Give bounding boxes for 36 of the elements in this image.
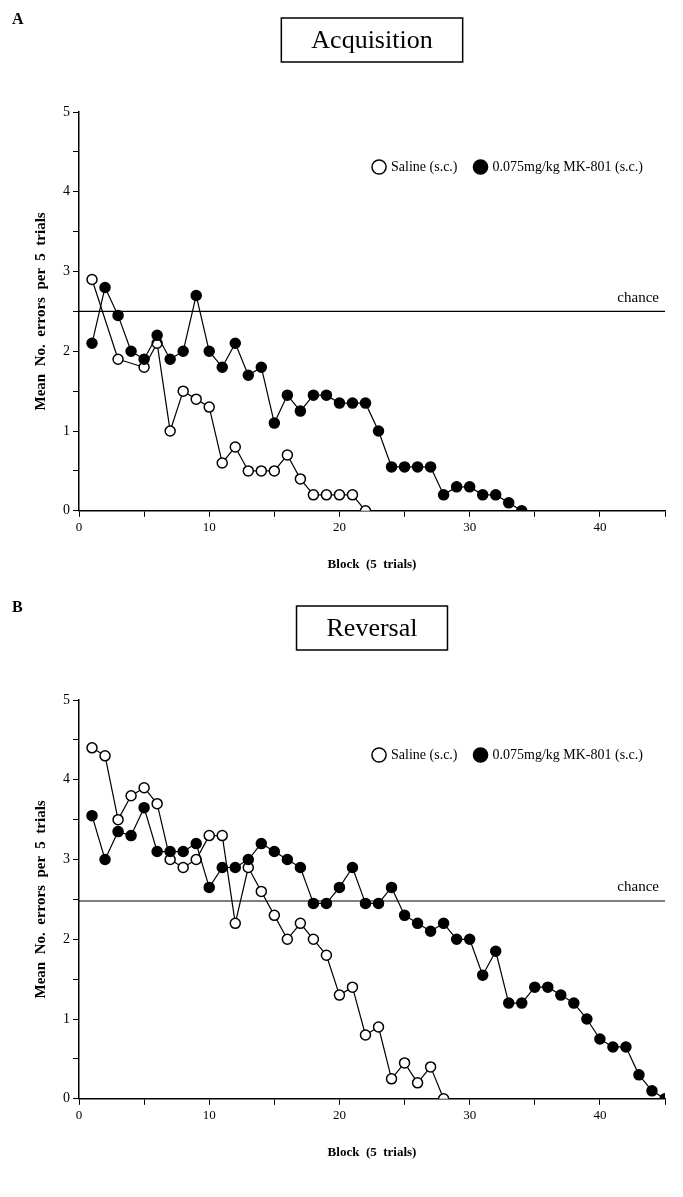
x-tick-label: 0	[75, 1107, 83, 1123]
y-axis-title: Mean No. errors per 5 trials	[31, 800, 48, 999]
x-tick-label: 40	[593, 519, 607, 535]
x-tick-label: 10	[202, 519, 216, 535]
x-tick-label: 30	[463, 519, 477, 535]
y-tick-label: 3	[63, 851, 70, 867]
y-tick-label: 0	[63, 502, 70, 518]
x-tick-label: 20	[332, 1107, 346, 1123]
x-tick-label: 30	[463, 1107, 477, 1123]
y-tick-label: 2	[63, 930, 70, 946]
x-tick-label: 0	[75, 519, 83, 535]
text: A	[12, 10, 24, 28]
x-tick-label: 40	[593, 1107, 607, 1123]
y-tick-label: 1	[63, 422, 70, 438]
text: B	[12, 598, 23, 616]
y-tick-label: 4	[63, 771, 70, 787]
legend-label: Saline (s.c.)	[391, 746, 458, 763]
x-axis-title: Block (5 trials)	[327, 555, 417, 571]
y-tick-label: 0	[63, 1090, 70, 1106]
ref-line-label: chance	[617, 288, 660, 305]
ref-line-label: chance	[617, 878, 660, 895]
y-tick-label: 5	[63, 691, 70, 707]
chart-title: Reversal	[326, 612, 418, 642]
chart-title: Acquisition	[311, 24, 433, 54]
x-tick-label: 10	[202, 1107, 216, 1123]
y-tick-label: 3	[63, 263, 70, 279]
legend-label: 0.075mg/kg MK-801 (s.c.)	[492, 746, 644, 763]
legend-label: Saline (s.c.)	[391, 158, 458, 175]
y-tick-label: 5	[63, 103, 70, 119]
x-axis-title: Block (5 trials)	[327, 1143, 417, 1159]
y-tick-label: 1	[63, 1010, 70, 1026]
x-tick-label: 20	[332, 519, 346, 535]
y-axis-title: Mean No. errors per 5 trials	[31, 212, 48, 411]
y-tick-label: 2	[63, 342, 70, 358]
legend-label: 0.075mg/kg MK-801 (s.c.)	[492, 158, 644, 175]
y-tick-label: 4	[63, 183, 70, 199]
